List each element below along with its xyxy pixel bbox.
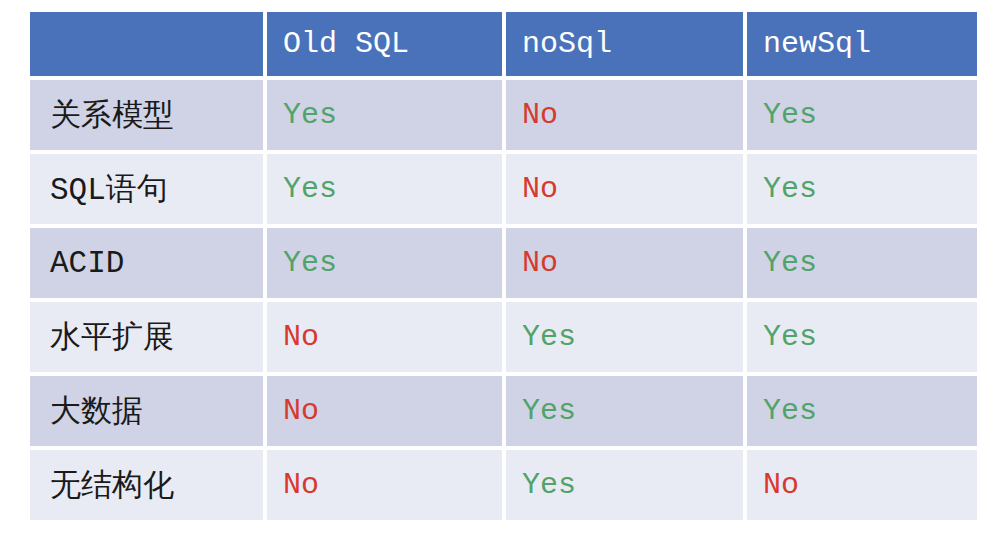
value-cell: Yes — [267, 154, 502, 224]
value-cell: No — [506, 154, 743, 224]
row-label: 关系模型 — [30, 80, 263, 150]
table-header: Old SQLnoSqlnewSql — [30, 12, 977, 76]
value-cell: Yes — [267, 80, 502, 150]
value-cell: Yes — [747, 228, 977, 298]
column-header-old-sql: Old SQL — [267, 12, 502, 76]
corner-header-cell — [30, 12, 263, 76]
sql-comparison-table: Old SQLnoSqlnewSql 关系模型YesNoYesSQL语句YesN… — [26, 8, 981, 524]
row-label: 水平扩展 — [30, 302, 263, 372]
row-label: SQL语句 — [30, 154, 263, 224]
column-header-nosql: noSql — [506, 12, 743, 76]
table-row: 无结构化NoYesNo — [30, 450, 977, 520]
slide-canvas: Old SQLnoSqlnewSql 关系模型YesNoYesSQL语句YesN… — [0, 0, 1006, 544]
header-row: Old SQLnoSqlnewSql — [30, 12, 977, 76]
value-cell: No — [506, 228, 743, 298]
value-cell: Yes — [267, 228, 502, 298]
value-cell: Yes — [747, 302, 977, 372]
value-cell: No — [506, 80, 743, 150]
value-cell: Yes — [747, 376, 977, 446]
value-cell: Yes — [747, 154, 977, 224]
row-label: ACID — [30, 228, 263, 298]
table-row: 水平扩展NoYesYes — [30, 302, 977, 372]
row-label: 大数据 — [30, 376, 263, 446]
table-row: ACIDYesNoYes — [30, 228, 977, 298]
column-header-newsql: newSql — [747, 12, 977, 76]
row-label: 无结构化 — [30, 450, 263, 520]
table-row: 关系模型YesNoYes — [30, 80, 977, 150]
table-row: SQL语句YesNoYes — [30, 154, 977, 224]
value-cell: Yes — [506, 450, 743, 520]
value-cell: Yes — [506, 302, 743, 372]
value-cell: No — [267, 450, 502, 520]
value-cell: No — [267, 302, 502, 372]
value-cell: Yes — [506, 376, 743, 446]
value-cell: No — [747, 450, 977, 520]
value-cell: No — [267, 376, 502, 446]
table-row: 大数据NoYesYes — [30, 376, 977, 446]
value-cell: Yes — [747, 80, 977, 150]
